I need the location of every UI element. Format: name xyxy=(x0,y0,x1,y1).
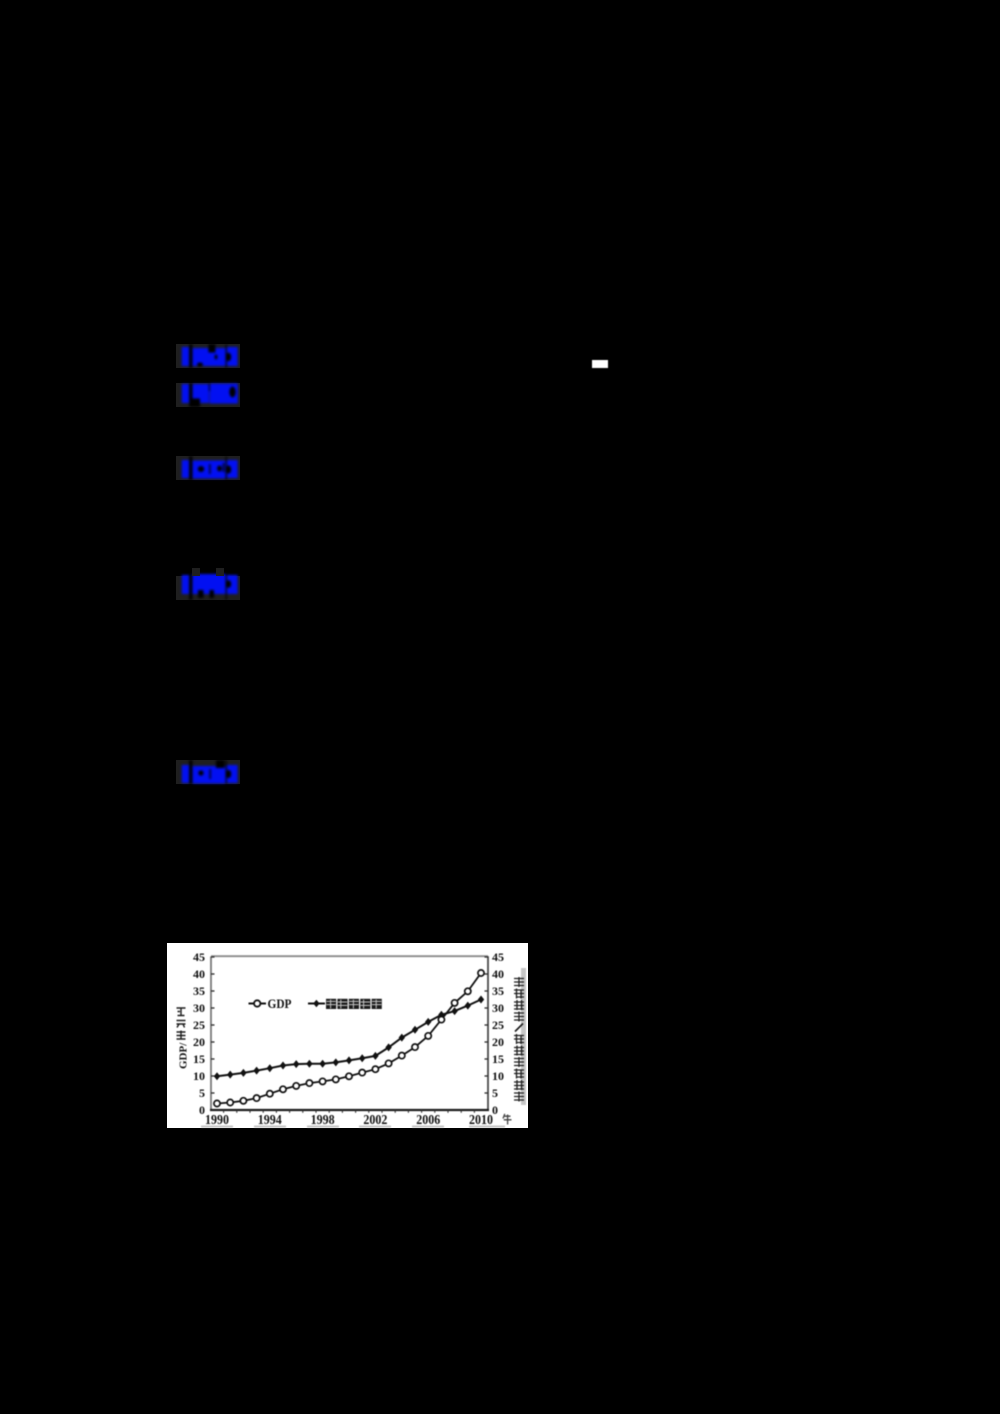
svg-text:2006: 2006 xyxy=(416,1112,440,1127)
svg-text:45: 45 xyxy=(492,950,504,964)
svg-text:1990: 1990 xyxy=(205,1112,229,1127)
svg-text:30: 30 xyxy=(193,1001,205,1015)
svg-text:40: 40 xyxy=(193,967,205,981)
svg-text:0: 0 xyxy=(492,1103,498,1117)
svg-text:40: 40 xyxy=(492,967,504,981)
svg-text:15: 15 xyxy=(492,1052,504,1066)
svg-text:0: 0 xyxy=(199,1103,205,1117)
svg-text:25: 25 xyxy=(193,1018,205,1032)
svg-text:5: 5 xyxy=(199,1086,205,1100)
svg-text:1994: 1994 xyxy=(258,1112,282,1127)
svg-text:35: 35 xyxy=(193,984,205,998)
svg-text:35: 35 xyxy=(492,984,504,998)
svg-text:5: 5 xyxy=(492,1086,498,1100)
svg-text:1998: 1998 xyxy=(311,1112,335,1127)
svg-text:2002: 2002 xyxy=(363,1112,387,1127)
svg-text:GDP/: GDP/ xyxy=(178,1042,190,1069)
svg-text:15: 15 xyxy=(193,1052,205,1066)
svg-text:25: 25 xyxy=(492,1018,504,1032)
svg-text:45: 45 xyxy=(193,950,205,964)
svg-text:10: 10 xyxy=(492,1069,504,1083)
svg-text:20: 20 xyxy=(492,1035,504,1049)
svg-text:30: 30 xyxy=(492,1001,504,1015)
svg-text:20: 20 xyxy=(193,1035,205,1049)
svg-text:10: 10 xyxy=(193,1069,205,1083)
svg-text:2010: 2010 xyxy=(469,1112,493,1127)
svg-text:GDP: GDP xyxy=(268,996,292,1011)
